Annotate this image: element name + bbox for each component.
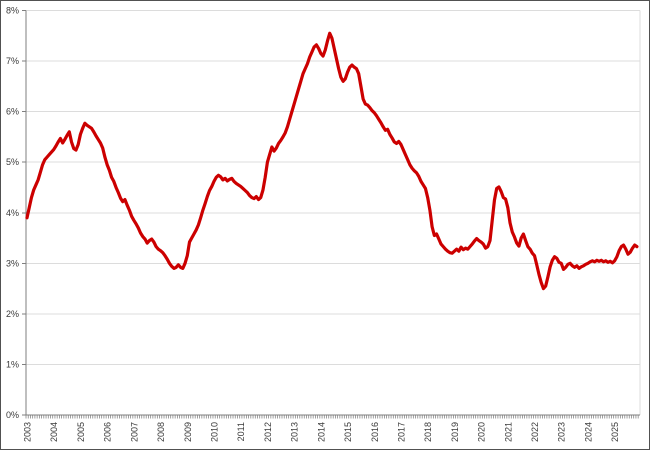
data-line — [25, 31, 639, 291]
y-axis-label: 2% — [6, 309, 19, 319]
x-axis-label: 2007 — [129, 422, 139, 442]
x-axis-label: 2024 — [583, 422, 593, 442]
x-axis-label: 2005 — [76, 422, 86, 442]
x-axis-label: 2015 — [343, 422, 353, 442]
x-axis-label: 2021 — [503, 422, 513, 442]
x-axis-label: 2022 — [530, 422, 540, 442]
y-axis-label: 3% — [6, 258, 19, 268]
x-axis-label: 2004 — [49, 422, 59, 442]
x-axis-label: 2025 — [610, 422, 620, 442]
x-axis-label: 2009 — [183, 422, 193, 442]
y-axis-label: 8% — [6, 6, 19, 16]
x-axis-label: 2013 — [290, 422, 300, 442]
x-axis-label: 2010 — [209, 422, 219, 442]
y-axis-label: 0% — [6, 410, 19, 420]
x-axis-label: 2012 — [263, 422, 273, 442]
x-axis-label: 2020 — [477, 422, 487, 442]
x-axis-label: 2018 — [423, 422, 433, 442]
y-axis-label: 6% — [6, 107, 19, 117]
y-axis-label: 1% — [6, 359, 19, 369]
x-axis-label: 2003 — [23, 422, 33, 442]
x-axis-label: 2006 — [103, 422, 113, 442]
x-axis-label: 2014 — [316, 422, 326, 442]
x-axis-label: 2017 — [396, 422, 406, 442]
x-axis-label: 2023 — [557, 422, 567, 442]
x-axis-label: 2011 — [236, 422, 246, 441]
y-axis-label: 5% — [6, 157, 19, 167]
y-axis-label: 4% — [6, 208, 19, 218]
x-axis-label: 2008 — [156, 422, 166, 442]
y-axis-label: 7% — [6, 56, 19, 66]
x-axis-label: 2016 — [370, 422, 380, 442]
x-axis-label: 2019 — [450, 422, 460, 442]
